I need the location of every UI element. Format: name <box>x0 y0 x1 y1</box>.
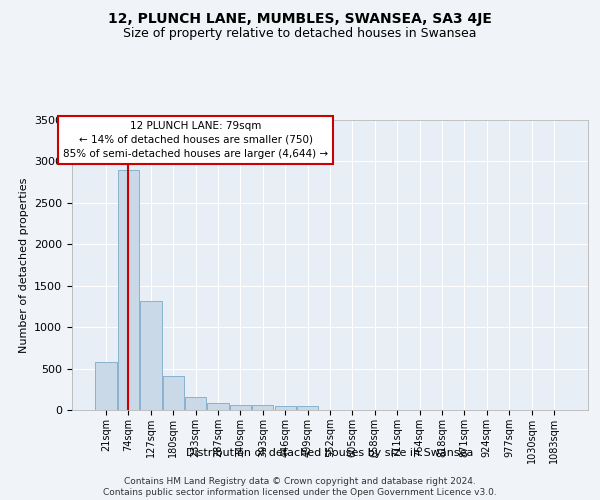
Text: 12 PLUNCH LANE: 79sqm
← 14% of detached houses are smaller (750)
85% of semi-det: 12 PLUNCH LANE: 79sqm ← 14% of detached … <box>63 121 328 159</box>
Text: Contains HM Land Registry data © Crown copyright and database right 2024.: Contains HM Land Registry data © Crown c… <box>124 476 476 486</box>
Bar <box>275 406 296 410</box>
Bar <box>140 300 161 410</box>
Bar <box>185 397 206 410</box>
Bar <box>252 405 274 410</box>
Y-axis label: Number of detached properties: Number of detached properties <box>19 178 29 352</box>
Bar <box>297 406 318 410</box>
Text: Distribution of detached houses by size in Swansea: Distribution of detached houses by size … <box>187 448 473 458</box>
Bar <box>95 362 117 410</box>
Bar <box>118 170 139 410</box>
Bar <box>208 402 229 410</box>
Text: Contains public sector information licensed under the Open Government Licence v3: Contains public sector information licen… <box>103 488 497 497</box>
Text: Size of property relative to detached houses in Swansea: Size of property relative to detached ho… <box>123 28 477 40</box>
Text: 12, PLUNCH LANE, MUMBLES, SWANSEA, SA3 4JE: 12, PLUNCH LANE, MUMBLES, SWANSEA, SA3 4… <box>108 12 492 26</box>
Bar <box>163 376 184 410</box>
Bar <box>230 404 251 410</box>
